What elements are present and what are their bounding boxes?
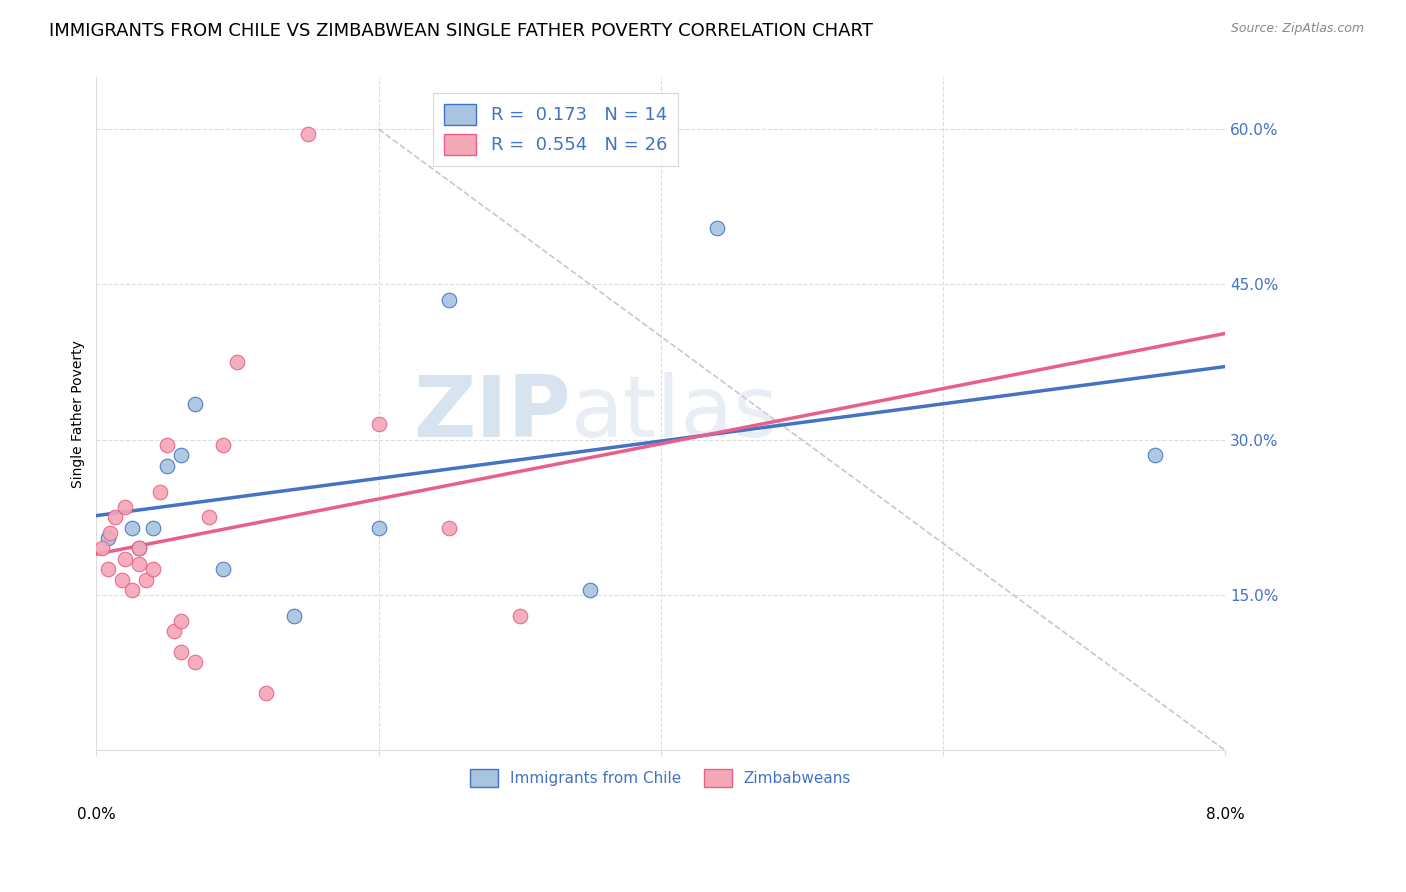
Point [111,573,134,587]
Text: ZIP: ZIP [413,372,571,456]
Point [128,557,150,571]
Text: 0.0%: 0.0% [77,807,115,822]
Point [135,573,157,587]
Point [579,582,602,597]
Point [184,656,207,670]
Text: atlas: atlas [571,372,779,456]
Point [163,624,186,639]
Point [1143,448,1166,462]
Text: IMMIGRANTS FROM CHILE VS ZIMBABWEAN SINGLE FATHER POVERTY CORRELATION CHART: IMMIGRANTS FROM CHILE VS ZIMBABWEAN SING… [49,22,873,40]
Point [97,531,120,545]
Point [156,458,179,473]
Text: Source: ZipAtlas.com: Source: ZipAtlas.com [1230,22,1364,36]
Point [226,355,249,369]
Point [184,396,207,410]
Point [142,562,165,576]
Point [128,541,150,556]
Legend: Immigrants from Chile, Zimbabweans: Immigrants from Chile, Zimbabweans [464,764,858,793]
Text: 8.0%: 8.0% [1206,807,1244,822]
Point [97,562,120,576]
Point [104,510,127,524]
Point [509,608,531,623]
Point [142,521,165,535]
Point [254,686,277,700]
Point [437,521,460,535]
Point [212,562,235,576]
Point [437,293,460,307]
Point [367,417,389,432]
Point [156,438,179,452]
Point [170,448,193,462]
Point [114,552,136,566]
Point [297,128,319,142]
Point [198,510,221,524]
Point [170,614,193,628]
Point [114,500,136,514]
Point [706,220,728,235]
Point [128,541,150,556]
Point [283,608,305,623]
Point [121,521,143,535]
Point [91,541,114,556]
Y-axis label: Single Father Poverty: Single Father Poverty [72,340,86,488]
Point [121,582,143,597]
Point [212,438,235,452]
Point [100,525,122,540]
Point [367,521,389,535]
Point [170,645,193,659]
Point [149,484,172,499]
